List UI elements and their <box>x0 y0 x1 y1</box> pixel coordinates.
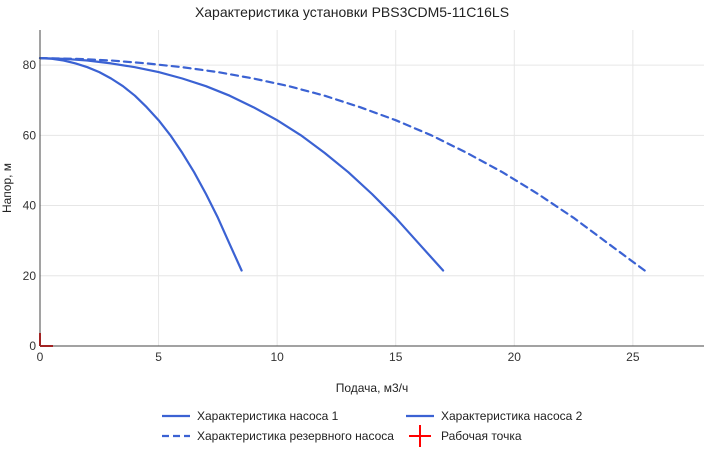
x-tick-label: 25 <box>626 350 640 364</box>
legend-label-pump-1: Характеристика насоса 1 <box>197 409 339 423</box>
series-line-2[interactable] <box>38 56 646 272</box>
x-tick-label: 15 <box>389 350 403 364</box>
legend-label-pump-2: Характеристика насоса 2 <box>441 409 583 423</box>
chart-title: Характеристика установки PBS3CDM5-11C16L… <box>195 4 509 20</box>
legend-item-pump-2[interactable]: Характеристика насоса 2 <box>406 409 583 423</box>
y-tick-label: 60 <box>23 128 37 142</box>
y-axis-label: Напор, м <box>0 163 14 213</box>
legend-item-pump-1[interactable]: Характеристика насоса 1 <box>162 409 339 423</box>
x-tick-label: 20 <box>508 350 522 364</box>
y-tick-label: 80 <box>23 58 37 72</box>
grid <box>40 30 704 346</box>
legend-item-reserve-pump[interactable]: Характеристика резервного насоса <box>162 429 394 443</box>
legend-item-operating-point[interactable]: Рабочая точка <box>409 425 522 447</box>
y-tick-label: 40 <box>23 199 37 213</box>
plot-background <box>40 30 704 346</box>
axes <box>39 30 704 347</box>
tick-labels: 0 5 10 15 20 25 0 20 40 60 80 <box>23 58 640 364</box>
legend-label-operating-point: Рабочая точка <box>441 429 522 443</box>
legend: Характеристика насоса 1 Характеристика н… <box>162 409 583 447</box>
series-line-1[interactable] <box>38 56 445 272</box>
x-tick-label: 0 <box>37 350 44 364</box>
y-tick-label: 20 <box>23 269 37 283</box>
y-tick-label: 0 <box>29 339 36 353</box>
x-tick-label: 5 <box>155 350 162 364</box>
x-axis-label: Подача, м3/ч <box>336 381 409 395</box>
series-line-0[interactable] <box>38 56 243 272</box>
legend-label-reserve-pump: Характеристика резервного насоса <box>197 429 394 443</box>
x-tick-label: 10 <box>270 350 284 364</box>
